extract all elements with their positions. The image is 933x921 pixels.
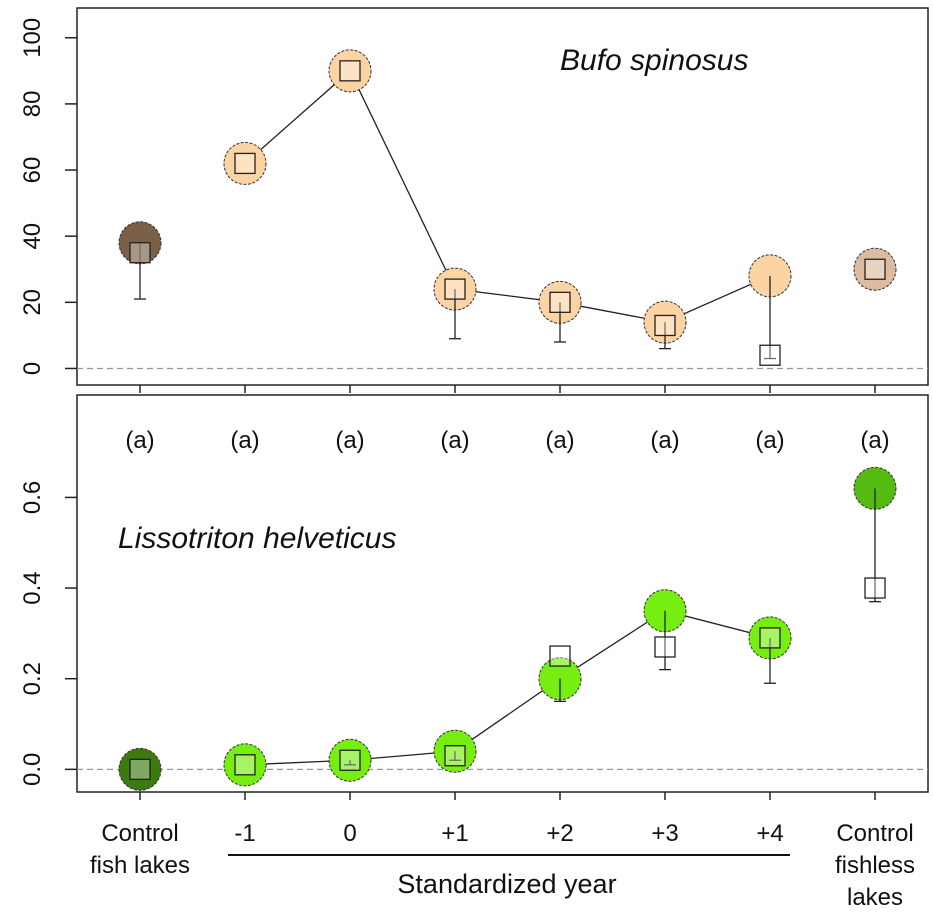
estimate-square [444,745,466,767]
x-tick-label: Control fishless lakes [834,820,916,911]
y-tick-label: 0 [19,362,46,375]
y-tick-label: 20 [19,289,46,316]
estimate-square [759,627,781,649]
y-tick-label: 0.0 [19,753,46,786]
y-tick-label: 0.6 [19,481,46,514]
estimate-square [549,291,571,313]
group-label: (a) [860,427,889,454]
estimate-square [339,60,361,82]
species-title: Lissotriton helveticus [118,522,396,555]
group-label: (a) [755,427,784,454]
y-tick-label: 100 [19,18,46,58]
group-label: (a) [335,427,364,454]
x-tick-label: 0 [343,820,357,847]
y-tick-label: 0.4 [19,571,46,604]
y-tick-label: 60 [19,157,46,184]
estimate-square [234,754,256,776]
plot-frame [76,7,929,386]
estimate-square [654,636,676,658]
group-label: (a) [125,427,154,454]
estimate-square [339,749,361,771]
estimate-square [864,577,886,599]
x-tick-label: +4 [756,820,784,847]
estimate-square [234,152,256,175]
y-tick-label: 80 [19,91,46,118]
trend-line [244,69,771,323]
group-label: (a) [230,427,259,454]
estimate-square [654,314,676,337]
group-label: (a) [440,427,469,454]
group-label: (a) [545,427,574,454]
x-tick-label: Control fish lakes [89,820,191,879]
group-label: (a) [650,427,679,454]
estimate-square [129,758,151,780]
estimate-square [129,242,151,264]
y-tick-label: 40 [19,223,46,250]
estimate-square [864,258,886,280]
x-tick-label: +2 [546,820,574,847]
x-tick-label: -1 [234,820,256,847]
y-tick-label: 0.2 [19,662,46,695]
estimate-square [759,344,781,366]
plot-frame [76,394,929,793]
x-tick-label: +3 [651,820,679,847]
x-tick-label: +1 [441,820,469,847]
x-axis-label: Standardized year [397,869,616,899]
species-title: Bufo spinosus [560,44,748,77]
estimate-square [444,278,466,300]
trend-line [244,610,771,766]
estimate-square [549,645,571,667]
